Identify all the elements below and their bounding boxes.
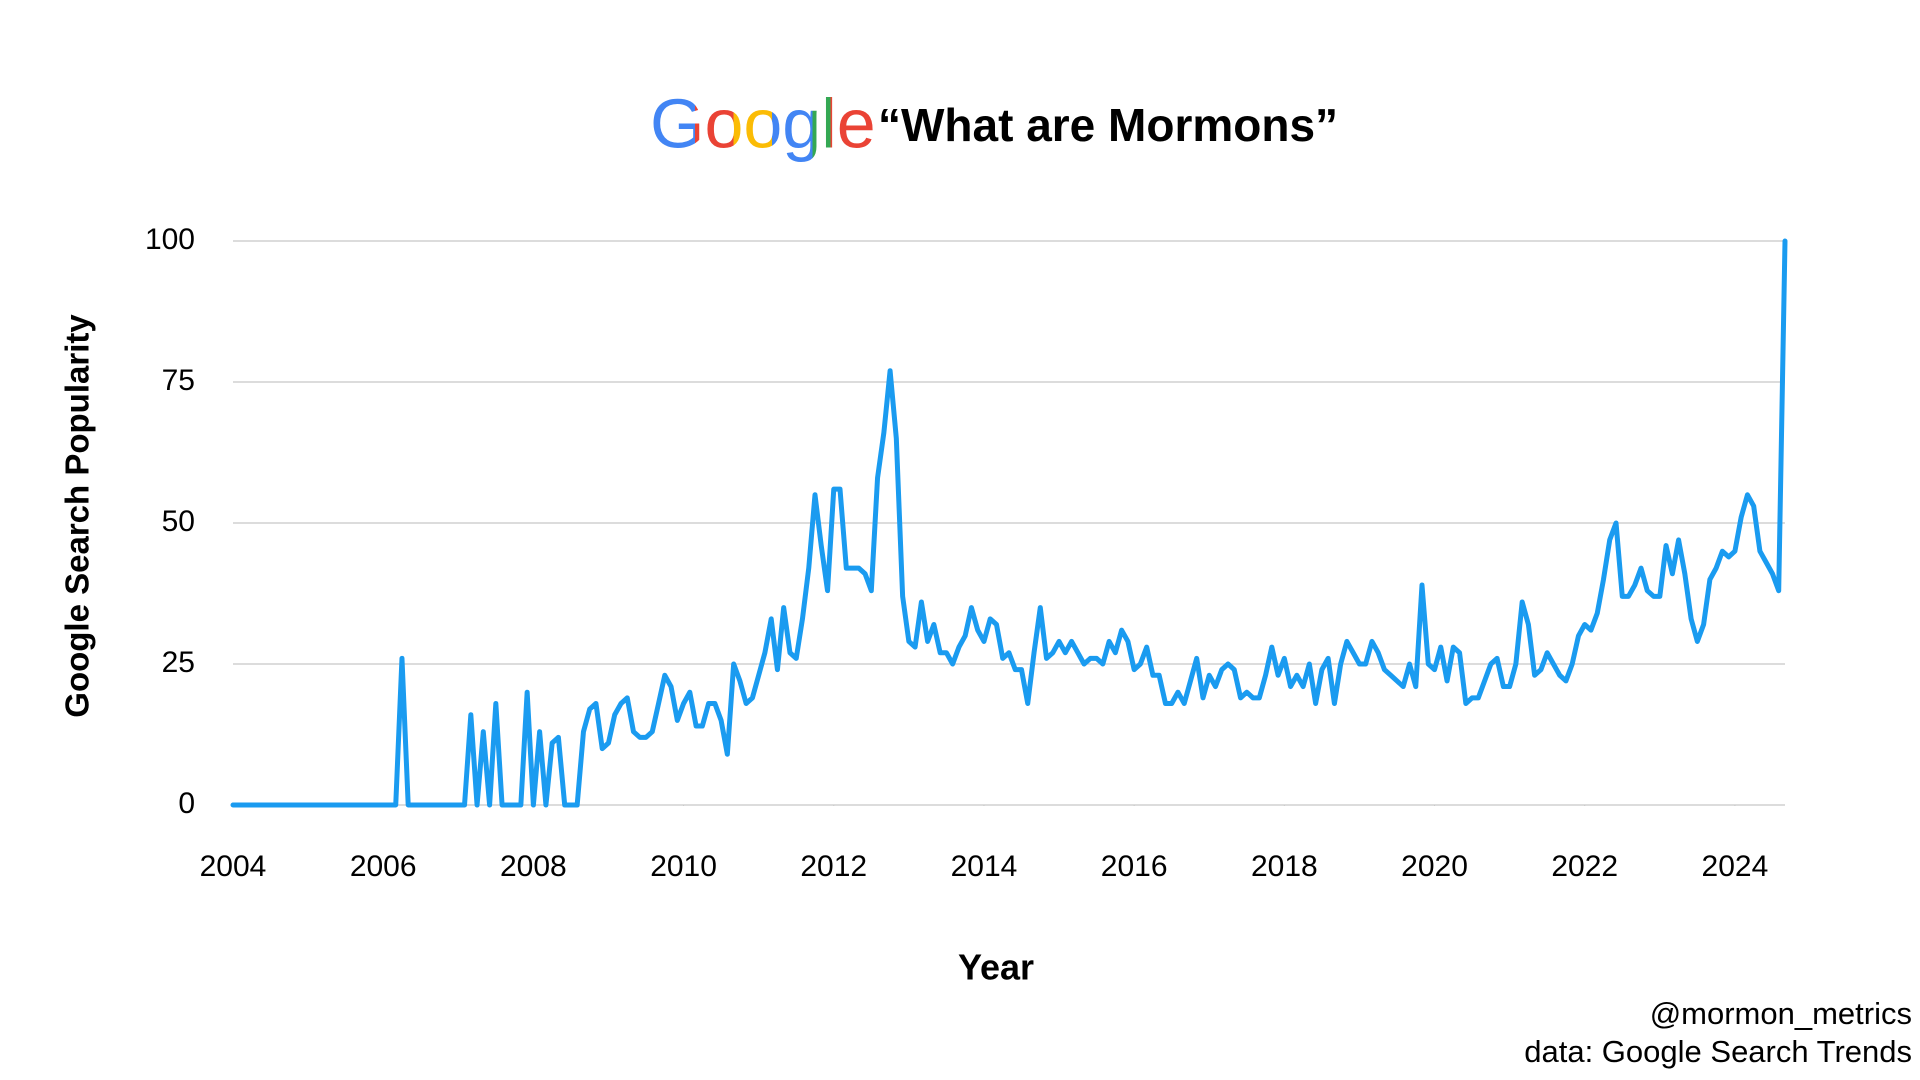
y-tick-label: 0: [178, 787, 195, 820]
chart-title: “What are Mormons”: [878, 99, 1338, 151]
x-tick-label: 2010: [650, 850, 717, 883]
x-tick-label: 2012: [800, 850, 867, 883]
x-tick-label: 2022: [1551, 850, 1618, 883]
x-axis-label: Year: [958, 947, 1034, 988]
x-tick-label: 2004: [200, 850, 267, 883]
y-axis-label: Google Search Popularity: [59, 314, 96, 718]
y-tick-label: 25: [162, 646, 195, 679]
credit: @mormon_metrics: [1650, 996, 1912, 1031]
line-series: [230, 238, 1788, 808]
x-tick-label: 2006: [350, 850, 417, 883]
y-tick-label: 75: [162, 364, 195, 397]
source: data: Google Search Trends: [1524, 1034, 1912, 1069]
x-tick-label: 2020: [1401, 850, 1468, 883]
y-tick-label: 100: [145, 223, 195, 256]
x-tick-label: 2018: [1251, 850, 1318, 883]
x-tick-label: 2014: [951, 850, 1018, 883]
logo: Google: [650, 84, 876, 162]
y-tick-label: 50: [162, 505, 195, 538]
x-tick-label: 2008: [500, 850, 567, 883]
x-tick-label: 2016: [1101, 850, 1168, 883]
x-tick-label: 2024: [1702, 850, 1769, 883]
